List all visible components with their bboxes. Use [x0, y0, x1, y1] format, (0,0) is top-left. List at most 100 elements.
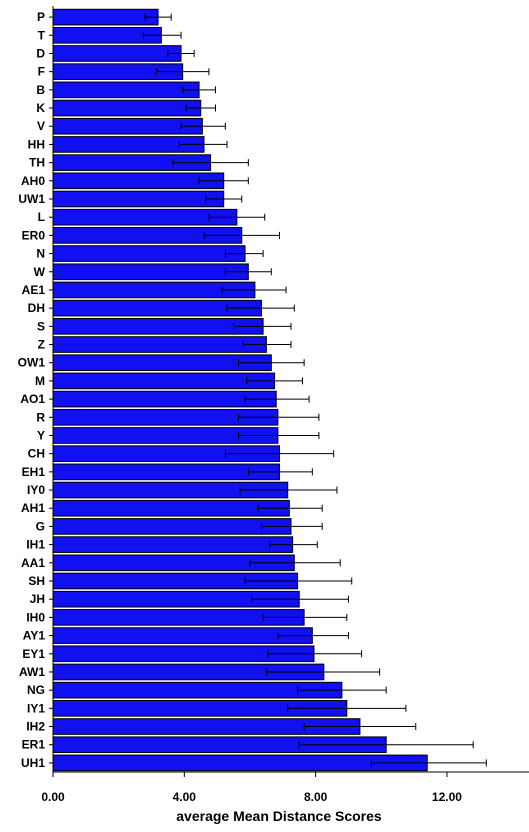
error-bar-ch — [224, 450, 335, 458]
x-axis-title: average Mean Distance Scores — [176, 808, 382, 824]
error-bar-l — [208, 213, 266, 221]
category-label-y: Y — [37, 428, 45, 442]
error-bar-d — [167, 49, 195, 57]
error-bar-sh — [244, 577, 353, 585]
error-bar-g — [260, 522, 323, 530]
error-bar-v — [180, 122, 226, 130]
category-label-ng: NG — [27, 683, 45, 697]
error-bar-ey1 — [267, 650, 363, 658]
category-label-iy0: IY0 — [27, 483, 45, 497]
category-label-z: Z — [38, 338, 45, 352]
bar-m — [52, 372, 276, 390]
bar-ah0 — [52, 172, 225, 190]
error-bar-w — [224, 268, 272, 276]
category-label-ch: CH — [28, 447, 45, 461]
error-bar-r — [237, 413, 320, 421]
category-label-ay1: AY1 — [23, 629, 46, 643]
error-bar-uw1 — [205, 195, 243, 203]
error-bar-n — [224, 250, 264, 258]
error-bar-y — [237, 431, 320, 439]
error-bar-th — [172, 159, 249, 167]
category-label-er0: ER0 — [22, 228, 46, 242]
error-bar-iy0 — [239, 486, 338, 494]
error-bar-ah1 — [257, 504, 323, 512]
error-bar-ih0 — [262, 613, 348, 621]
category-label-ow1: OW1 — [18, 356, 46, 370]
category-label-w: W — [34, 265, 46, 279]
error-bar-p — [144, 13, 172, 21]
category-label-ae1: AE1 — [22, 283, 46, 297]
error-bar-ah0 — [198, 177, 249, 185]
category-label-b: B — [36, 83, 45, 97]
category-label-ih1: IH1 — [26, 538, 45, 552]
bar-p — [52, 8, 159, 26]
bar-z — [52, 336, 267, 353]
category-label-aw1: AW1 — [19, 665, 45, 679]
error-bar-er1 — [298, 741, 474, 749]
category-label-th: TH — [29, 156, 45, 170]
category-label-v: V — [37, 119, 45, 133]
category-label-f: F — [38, 65, 45, 79]
category-label-ih0: IH0 — [26, 610, 45, 624]
error-bar-aa1 — [249, 559, 341, 567]
error-bar-ng — [297, 686, 387, 694]
error-bar-dh — [226, 304, 295, 312]
bar-k — [52, 99, 202, 117]
error-bar-s — [233, 322, 292, 330]
category-label-r: R — [36, 410, 45, 424]
bar-v — [52, 117, 203, 135]
error-bar-f — [155, 68, 210, 76]
bar-ay1 — [52, 627, 313, 644]
bar-ah1 — [52, 499, 290, 517]
category-label-eh1: EH1 — [22, 465, 46, 479]
error-bar-jh — [251, 595, 349, 603]
bars-layer — [52, 8, 428, 772]
error-bar-iy1 — [287, 704, 407, 712]
x-tick-label: 12.00 — [432, 790, 462, 804]
error-bar-eh1 — [247, 468, 313, 476]
error-bar-b — [182, 86, 216, 94]
error-bar-ow1 — [237, 359, 305, 367]
error-bar-hh — [178, 140, 228, 148]
error-bar-ih2 — [303, 723, 417, 731]
bar-s — [52, 318, 264, 335]
error-bar-ae1 — [221, 286, 287, 294]
category-label-t: T — [38, 28, 46, 42]
error-bars-layer — [142, 13, 487, 767]
category-label-ah1: AH1 — [21, 501, 45, 515]
bar-g — [52, 518, 292, 535]
category-label-aa1: AA1 — [21, 556, 45, 570]
category-label-p: P — [37, 10, 45, 24]
category-label-dh: DH — [28, 301, 45, 315]
category-label-hh: HH — [28, 137, 45, 151]
error-bar-aw1 — [265, 668, 381, 676]
bar-d — [52, 45, 182, 62]
error-bar-k — [185, 104, 216, 112]
error-bar-ih1 — [269, 541, 318, 549]
bar-uw1 — [52, 190, 225, 208]
bar-ih1 — [52, 536, 294, 553]
bar-eh1 — [52, 463, 281, 481]
category-label-s: S — [37, 319, 45, 333]
error-bar-t — [142, 31, 182, 39]
bar-b — [52, 81, 200, 99]
category-label-n: N — [36, 247, 45, 261]
category-label-ih2: IH2 — [26, 720, 45, 734]
category-label-er1: ER1 — [22, 738, 46, 752]
category-label-uh1: UH1 — [21, 756, 45, 770]
bar-ao1 — [52, 390, 277, 408]
bar-n — [52, 245, 246, 262]
category-label-ey1: EY1 — [22, 647, 45, 661]
error-bar-ao1 — [244, 395, 310, 403]
x-tick-label: 0.00 — [41, 790, 65, 804]
category-label-k: K — [36, 101, 45, 115]
category-label-l: L — [38, 210, 45, 224]
error-bar-er0 — [203, 231, 281, 239]
x-tick-label: 8.00 — [304, 790, 328, 804]
axes-layer — [49, 6, 529, 777]
error-bar-ay1 — [277, 632, 349, 640]
category-label-uw1: UW1 — [18, 192, 45, 206]
